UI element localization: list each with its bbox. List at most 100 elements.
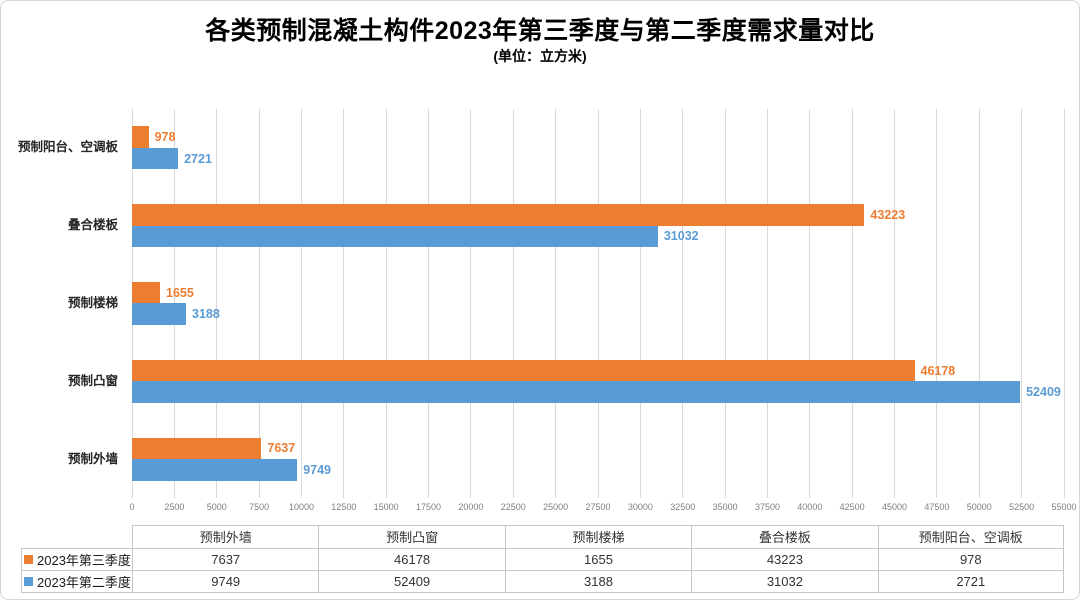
gridline xyxy=(300,109,302,498)
value-axis: 0 2500 5000 7500 10000 12500 15000 17500 20000 22… xyxy=(129,502,1076,516)
table-value-cell: 3188 xyxy=(504,570,692,594)
bar-line: 31032 xyxy=(132,225,1064,248)
category-label: 预制阳台、空调板 xyxy=(17,140,118,155)
plot-area: 978 2721 43223 31032 1655 3188 46178 52409 7637 9… xyxy=(131,109,1065,498)
bar-q2 xyxy=(132,459,298,481)
bar-group: 1655 3188 xyxy=(132,265,1064,343)
x-axis-tick-label: 25000 xyxy=(543,502,569,512)
table-value-cell: 7637 xyxy=(132,547,319,571)
gridline xyxy=(1021,109,1023,498)
x-axis-tick-label: 40000 xyxy=(797,502,823,512)
gridline xyxy=(894,109,896,498)
category-label: 叠合楼板 xyxy=(67,218,118,233)
category-label: 预制楼梯 xyxy=(67,295,118,310)
bar-line: 3188 xyxy=(132,303,1064,325)
x-axis-tick-label: 20000 xyxy=(458,502,484,512)
gridline xyxy=(1063,109,1065,498)
x-axis-tick-label: 0 xyxy=(129,502,135,512)
bar-data-label: 978 xyxy=(154,130,176,145)
bar-q2 xyxy=(132,147,179,170)
gridline xyxy=(597,109,599,498)
bar-data-label: 52409 xyxy=(1026,385,1061,400)
gridline xyxy=(809,109,811,498)
gridline xyxy=(766,109,768,498)
bar-line: 9749 xyxy=(132,459,1064,481)
gridline xyxy=(639,109,641,498)
bar-line: 43223 xyxy=(132,204,1064,226)
table-value-cell: 9749 xyxy=(132,570,319,594)
x-axis-tick-label: 5000 xyxy=(206,502,227,512)
gridline xyxy=(470,109,472,498)
table-value-cell: 52409 xyxy=(318,570,505,594)
bar-line: 978 xyxy=(132,126,1064,148)
legend-swatch-q2 xyxy=(24,577,33,587)
gridline xyxy=(978,109,980,498)
table-value-cell: 31032 xyxy=(691,570,878,594)
gridline xyxy=(512,109,514,498)
bar-line: 52409 xyxy=(132,381,1064,403)
bar-data-label: 43223 xyxy=(870,207,906,222)
gridline xyxy=(682,109,684,498)
legend-row-label-text: 2023年第二季度 xyxy=(37,575,131,591)
bar-group: 7637 9749 xyxy=(132,420,1064,498)
x-axis-tick-label: 45000 xyxy=(882,502,908,512)
bar-q3 xyxy=(132,359,915,382)
table-column-header: 叠合楼板 xyxy=(691,525,878,548)
bar-data-label: 3188 xyxy=(192,307,220,322)
x-axis-tick-label: 35000 xyxy=(712,502,738,512)
x-axis-tick-label: 22500 xyxy=(500,502,526,512)
gridline xyxy=(385,109,387,498)
bar-line: 7637 xyxy=(132,437,1064,460)
bar-data-label: 2721 xyxy=(184,151,212,166)
gridline xyxy=(555,109,557,498)
x-axis-tick-label: 10000 xyxy=(288,502,314,512)
legend-swatch-q3 xyxy=(24,555,33,565)
table-column-header: 预制凸窗 xyxy=(318,525,505,548)
x-axis-tick-label: 50000 xyxy=(966,502,992,512)
table-value-cell: 43223 xyxy=(691,547,878,571)
bar-line: 46178 xyxy=(132,359,1064,382)
category-label: 预制外墙 xyxy=(67,451,118,466)
gridline xyxy=(428,109,430,498)
bar-data-label: 46178 xyxy=(920,363,956,378)
bar-q3 xyxy=(132,281,161,304)
x-axis-tick-label: 15000 xyxy=(373,502,399,512)
bar-q2 xyxy=(132,381,1021,403)
table-column-header: 预制外墙 xyxy=(132,525,319,548)
x-axis-tick-label: 55000 xyxy=(1051,502,1077,512)
gridline xyxy=(936,109,938,498)
legend-row-label: 2023年第三季度 xyxy=(21,547,132,571)
x-axis-tick-label: 52500 xyxy=(1009,502,1035,512)
bar-data-label: 9749 xyxy=(303,462,331,477)
x-axis-tick-label: 2500 xyxy=(164,502,185,512)
x-axis-tick-label: 32500 xyxy=(670,502,696,512)
gridline xyxy=(258,109,260,498)
table-value-cell: 46178 xyxy=(318,547,505,571)
bar-q2 xyxy=(132,225,658,248)
bar-group: 978 2721 xyxy=(132,109,1064,187)
gridline xyxy=(851,109,853,498)
table-column-header: 预制阳台、空调板 xyxy=(877,525,1064,548)
bar-data-label: 7637 xyxy=(267,441,296,456)
x-axis-tick-label: 37500 xyxy=(754,502,780,512)
bar-q3 xyxy=(132,126,149,148)
table-column-header: 预制楼梯 xyxy=(504,525,692,548)
table-value-cell: 1655 xyxy=(504,547,692,571)
bar-data-label: 1655 xyxy=(166,285,194,300)
table-value-cell: 2721 xyxy=(877,570,1064,594)
bar-data-label: 31032 xyxy=(663,229,699,244)
legend-row-label: 2023年第二季度 xyxy=(21,570,132,594)
bar-q2 xyxy=(132,303,187,325)
bar-line: 1655 xyxy=(132,281,1064,304)
x-axis-tick-label: 7500 xyxy=(249,502,270,512)
table-value-cell: 978 xyxy=(877,547,1064,571)
legend-data-table: 预制外墙 预制凸窗 预制楼梯 叠合楼板 预制阳台、空调板 2023年第三季度 7637 461… xyxy=(21,525,1064,594)
bar-group: 46178 52409 xyxy=(132,342,1064,420)
legend-row-label-text: 2023年第三季度 xyxy=(37,553,131,569)
bar-q3 xyxy=(132,437,262,460)
chart-subtitle: (单位：立方米) xyxy=(493,48,587,64)
bar-q3 xyxy=(132,204,865,226)
bar-group: 43223 31032 xyxy=(132,187,1064,265)
category-axis: 预制阳台、空调板 叠合楼板 预制楼梯 预制凸窗 预制外墙 xyxy=(1,109,127,498)
x-axis-tick-label: 12500 xyxy=(331,502,357,512)
